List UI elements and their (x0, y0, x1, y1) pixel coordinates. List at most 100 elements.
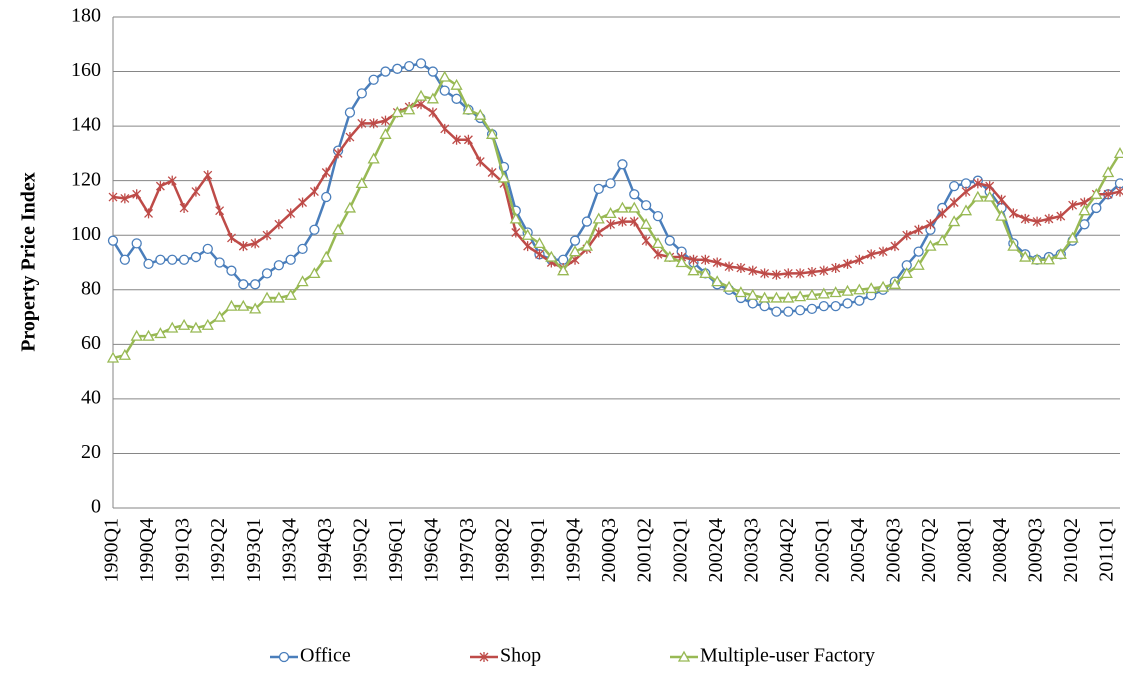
x-tick-label: 1990Q4 (136, 518, 158, 582)
marker (440, 123, 450, 134)
marker (107, 235, 119, 246)
y-tick-label: 80 (81, 277, 101, 299)
marker (617, 216, 627, 227)
marker (843, 258, 852, 269)
marker (936, 234, 949, 246)
marker (284, 288, 297, 300)
marker (807, 267, 817, 278)
marker (274, 219, 284, 230)
marker (404, 60, 415, 72)
marker (1091, 202, 1102, 214)
marker (403, 103, 416, 115)
marker (1090, 187, 1103, 199)
marker (262, 230, 272, 241)
marker (794, 290, 807, 302)
x-tick-label: 1996Q4 (420, 518, 442, 582)
marker (238, 241, 248, 252)
marker (1032, 216, 1042, 227)
marker (914, 224, 924, 235)
marker (178, 254, 190, 265)
marker (1020, 213, 1030, 224)
marker (842, 298, 853, 309)
marker (250, 279, 261, 290)
marker (108, 192, 118, 203)
marker (131, 238, 142, 249)
marker (592, 212, 605, 224)
marker (225, 299, 238, 311)
y-tick-label: 100 (71, 223, 101, 245)
marker (593, 183, 604, 195)
marker (699, 267, 712, 279)
marker (605, 178, 616, 189)
marker (106, 351, 120, 363)
marker (487, 167, 497, 178)
marker (143, 258, 154, 270)
marker (675, 256, 688, 268)
marker (937, 208, 947, 219)
marker (712, 257, 722, 268)
marker (973, 178, 983, 189)
marker (357, 118, 367, 129)
x-tick-label: 1998Q2 (492, 518, 514, 582)
marker (278, 651, 290, 663)
marker (734, 286, 747, 298)
x-tick-label: 2010Q2 (1060, 518, 1082, 582)
legend-item: Office (270, 645, 351, 667)
marker (545, 250, 558, 262)
marker (167, 175, 177, 186)
marker (1078, 204, 1091, 216)
marker (663, 250, 676, 262)
marker (794, 305, 806, 316)
marker (783, 306, 794, 317)
x-tick-label: 1999Q1 (527, 518, 549, 582)
marker (475, 156, 485, 167)
marker (995, 209, 1008, 221)
marker (569, 235, 581, 246)
marker (948, 180, 960, 192)
y-tick-label: 0 (91, 496, 101, 518)
marker (865, 282, 878, 294)
x-tick-label: 2002Q4 (705, 518, 727, 582)
marker (722, 280, 736, 292)
marker (594, 227, 604, 238)
marker (711, 275, 724, 287)
marker (509, 212, 522, 224)
marker (486, 127, 499, 139)
marker (606, 219, 616, 230)
marker (795, 268, 805, 279)
marker (201, 318, 214, 330)
marker (179, 202, 189, 213)
marker (356, 88, 367, 99)
marker (166, 321, 179, 333)
marker (1103, 189, 1113, 200)
series (106, 70, 1123, 363)
x-tick-label: 1994Q3 (314, 518, 336, 582)
marker (439, 85, 450, 96)
marker (866, 249, 876, 260)
x-tick-label: 2006Q3 (882, 518, 904, 582)
marker (285, 254, 296, 265)
marker (1042, 253, 1056, 265)
y-tick-label: 40 (81, 386, 101, 408)
marker (1007, 239, 1020, 251)
legend-label: Multiple-user Factory (700, 645, 875, 667)
marker (227, 232, 236, 243)
marker (959, 204, 973, 216)
marker (286, 208, 296, 219)
marker (132, 189, 142, 200)
marker (913, 246, 924, 257)
marker (651, 237, 665, 249)
legend-item: Multiple-user Factory (670, 645, 875, 667)
marker (450, 78, 463, 90)
marker (831, 262, 841, 273)
marker (331, 223, 345, 235)
marker (320, 250, 333, 262)
marker (1114, 178, 1123, 189)
marker (557, 264, 570, 276)
marker (949, 197, 959, 208)
marker (452, 134, 462, 145)
marker (521, 228, 534, 240)
marker (829, 286, 842, 298)
marker (900, 267, 913, 279)
